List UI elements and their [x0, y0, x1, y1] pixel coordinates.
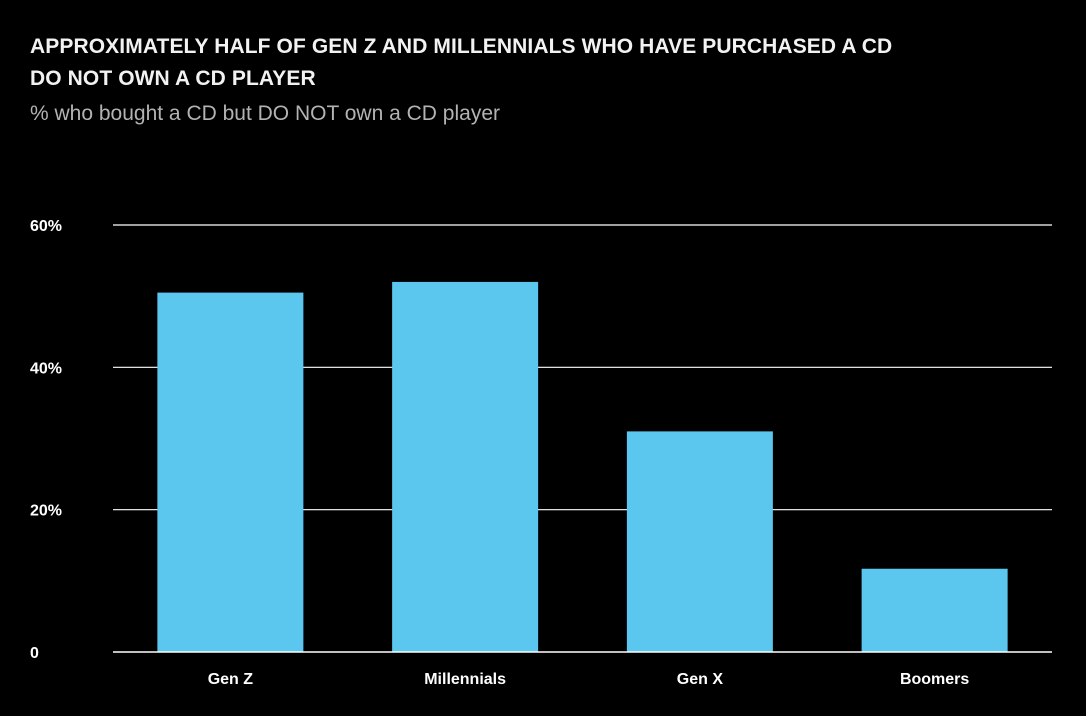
x-tick-label: Millennials [424, 671, 506, 688]
x-tick-label: Boomers [900, 671, 969, 688]
bars [157, 281, 1008, 652]
chart-title-line-2: DO NOT OWN A CD PLAYER [30, 67, 316, 90]
bar-gen-x [626, 431, 773, 652]
x-tick-label: Gen Z [208, 671, 254, 688]
y-tick-label: 40% [30, 360, 62, 377]
chart-title: APPROXIMATELY HALF OF GEN Z AND MILLENNI… [30, 31, 1060, 95]
x-tick-label: Gen X [677, 671, 724, 688]
bar-millennials [392, 281, 539, 652]
x-axis-tick-labels: Gen Z Millennials Gen X Boomers [208, 671, 970, 688]
y-tick-label: 0 [30, 645, 39, 662]
chart-subtitle: % who bought a CD but DO NOT own a CD pl… [30, 102, 500, 125]
chart-title-line-1: APPROXIMATELY HALF OF GEN Z AND MILLENNI… [30, 35, 893, 58]
bar-boomers [861, 568, 1008, 652]
y-axis-tick-labels: 0 20% 40% 60% [30, 218, 62, 662]
y-tick-label: 60% [30, 218, 62, 235]
y-tick-label: 20% [30, 503, 62, 520]
bar-gen-z [157, 292, 304, 652]
